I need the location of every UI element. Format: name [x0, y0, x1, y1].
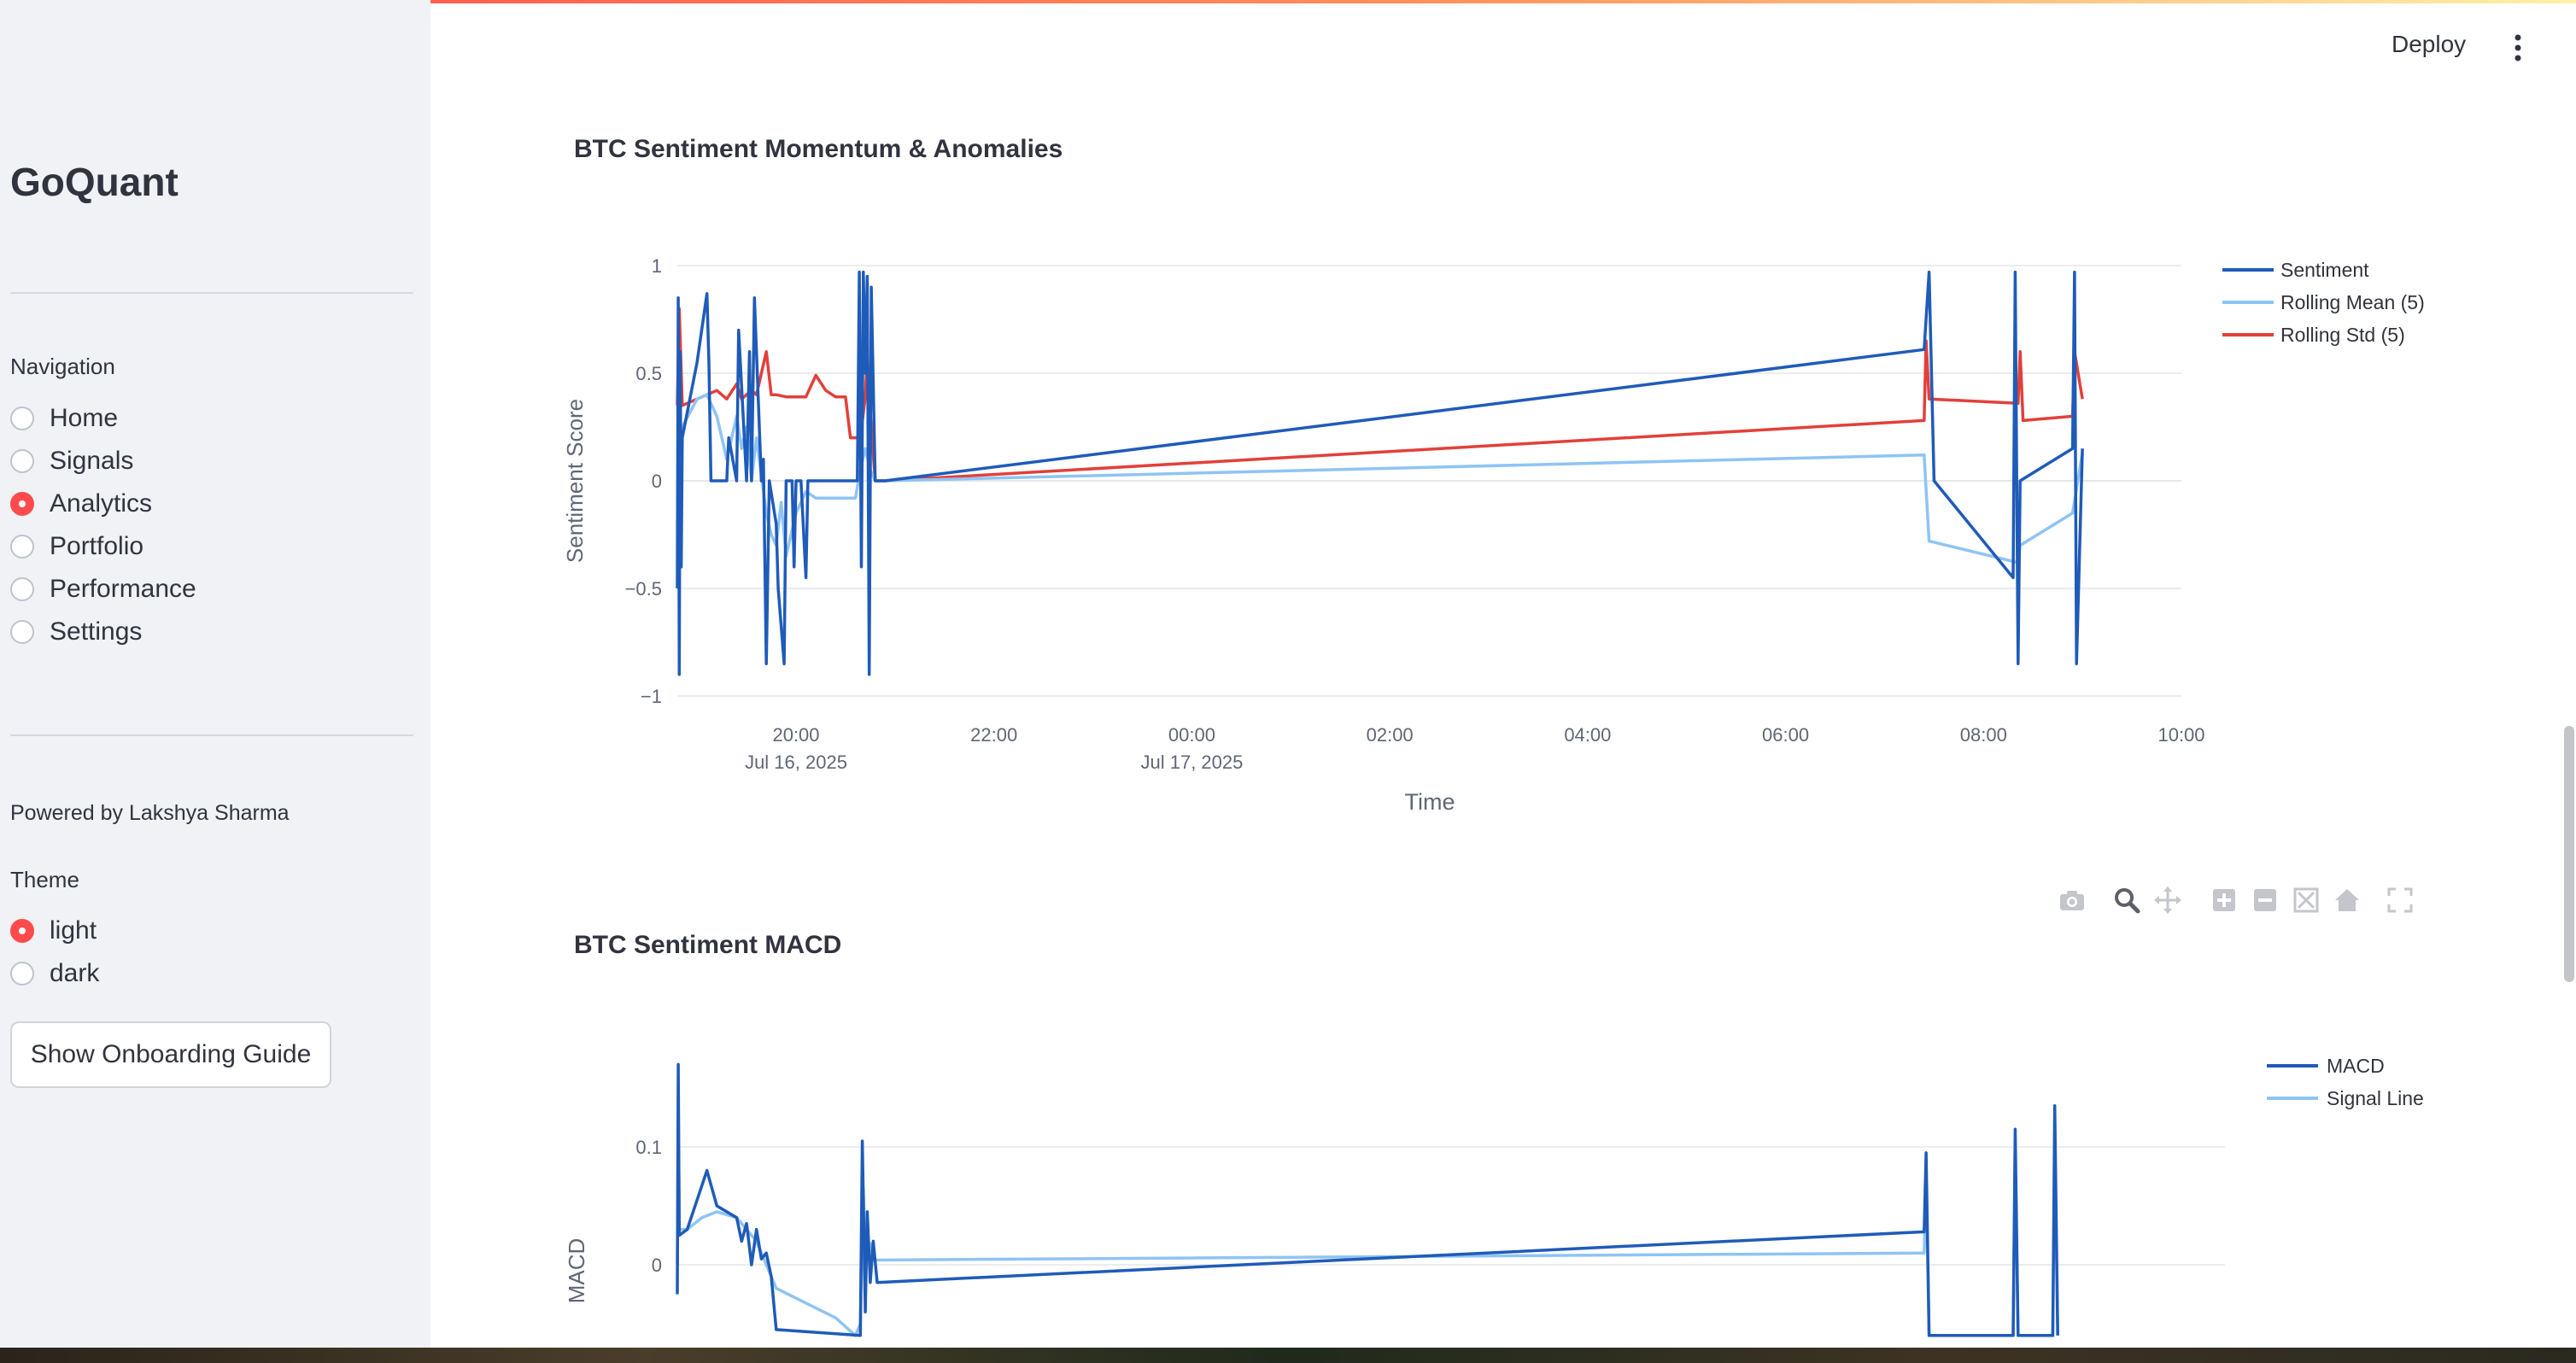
show-onboarding-guide-button[interactable]: Show Onboarding Guide [10, 1021, 331, 1088]
x-tick-label: 00:00 [1168, 724, 1215, 746]
plot-modebar [2057, 885, 2424, 919]
nav-radio-label: Performance [50, 575, 196, 603]
theme-label: Theme [10, 867, 79, 892]
nav-radio-portfolio[interactable]: Portfolio [10, 528, 143, 565]
nav-radio-label: Analytics [50, 489, 153, 518]
legend-label: Sentiment [2280, 259, 2369, 281]
autoscale-icon[interactable] [2291, 885, 2321, 915]
radio-selected-icon [10, 492, 34, 516]
powered-by-text: Powered by Lakshya Sharma [10, 801, 290, 825]
desktop-background-strip [0, 1348, 2576, 1363]
series-line-rolling-mean-5 [676, 393, 2084, 565]
sidebar: GoQuant Navigation Home Signals Analytic… [0, 0, 430, 1363]
x-tick-label: 20:00 [772, 724, 819, 746]
radio-icon [10, 407, 34, 430]
camera-icon[interactable] [2057, 885, 2087, 915]
x-tick-label: 22:00 [970, 724, 1017, 746]
deploy-button[interactable]: Deploy [2392, 31, 2467, 57]
legend-label: Signal Line [2327, 1087, 2424, 1109]
y-tick-label: 0.5 [635, 363, 662, 384]
x-tick-label: 02:00 [1367, 724, 1414, 746]
series-line-rolling-std-5 [676, 307, 2084, 483]
y-axis-title: MACD [564, 1238, 589, 1304]
series-line-macd [676, 1062, 2059, 1337]
page-scrollbar[interactable] [2564, 726, 2574, 982]
macd-chart[interactable]: 0.1 0 MACD MACD Signal Line [547, 1042, 2477, 1348]
x-tick-label: 06:00 [1762, 724, 1809, 746]
y-axis-title: Sentiment Score [562, 399, 588, 563]
sidebar-divider [10, 292, 413, 294]
theme-radio-label: dark [50, 959, 100, 987]
y-tick-label: −1 [641, 686, 662, 707]
navigation-label: Navigation [10, 354, 115, 379]
nav-radio-settings[interactable]: Settings [10, 613, 142, 651]
chart-title-sentiment-momentum: BTC Sentiment Momentum & Anomalies [574, 135, 1063, 163]
series-line-signal-line [676, 1098, 2059, 1337]
nav-radio-label: Home [50, 404, 119, 432]
legend-label: Rolling Mean (5) [2280, 291, 2425, 313]
nav-radio-signals[interactable]: Signals [10, 442, 133, 480]
theme-radio-label: light [50, 916, 97, 945]
y-tick-label: 1 [652, 255, 662, 277]
y-tick-label: 0 [652, 1255, 662, 1276]
x-axis-title: Time [1405, 789, 1455, 815]
radio-icon [10, 620, 34, 644]
radio-icon [10, 449, 34, 473]
x-tick-date-label: Jul 17, 2025 [1140, 752, 1243, 773]
nav-radio-home[interactable]: Home [10, 400, 118, 437]
x-tick-label: 10:00 [2157, 724, 2204, 746]
kebab-menu-icon[interactable] [2508, 32, 2528, 63]
nav-radio-label: Signals [50, 447, 134, 475]
radio-icon [10, 577, 34, 601]
sidebar-divider [10, 734, 413, 736]
nav-radio-analytics[interactable]: Analytics [10, 485, 152, 523]
radio-selected-icon [10, 919, 34, 943]
sentiment-momentum-chart[interactable]: 1 0.5 0 −0.5 −1 20:00 Jul 16, 2025 22:00 00:00 Ju… [547, 239, 2460, 837]
legend-label: MACD [2327, 1055, 2385, 1077]
radio-icon [10, 535, 34, 559]
top-decoration-bar [0, 0, 2576, 3]
x-tick-label: 08:00 [1960, 724, 2007, 746]
zoom-out-icon[interactable] [2250, 885, 2280, 915]
nav-radio-label: Settings [50, 617, 143, 646]
series-line-sentiment [676, 270, 2084, 676]
radio-icon [10, 962, 34, 986]
y-tick-label: −0.5 [625, 578, 662, 600]
nav-radio-performance[interactable]: Performance [10, 570, 196, 608]
x-tick-date-label: Jul 16, 2025 [745, 752, 847, 773]
pan-icon[interactable] [2152, 885, 2183, 915]
theme-radio-dark[interactable]: dark [10, 955, 99, 992]
nav-radio-label: Portfolio [50, 532, 144, 560]
chart-title-macd: BTC Sentiment MACD [574, 931, 842, 959]
zoom-in-icon[interactable] [2209, 885, 2239, 915]
zoom-icon[interactable] [2111, 885, 2142, 915]
y-tick-label: 0.1 [635, 1137, 662, 1158]
y-tick-label: 0 [652, 471, 662, 492]
reset-axes-icon[interactable] [2332, 885, 2362, 915]
app-title: GoQuant [10, 160, 179, 204]
x-tick-label: 04:00 [1564, 724, 1611, 746]
legend-label: Rolling Std (5) [2280, 324, 2405, 346]
fullscreen-icon[interactable] [2385, 885, 2415, 915]
theme-radio-light[interactable]: light [10, 912, 97, 950]
